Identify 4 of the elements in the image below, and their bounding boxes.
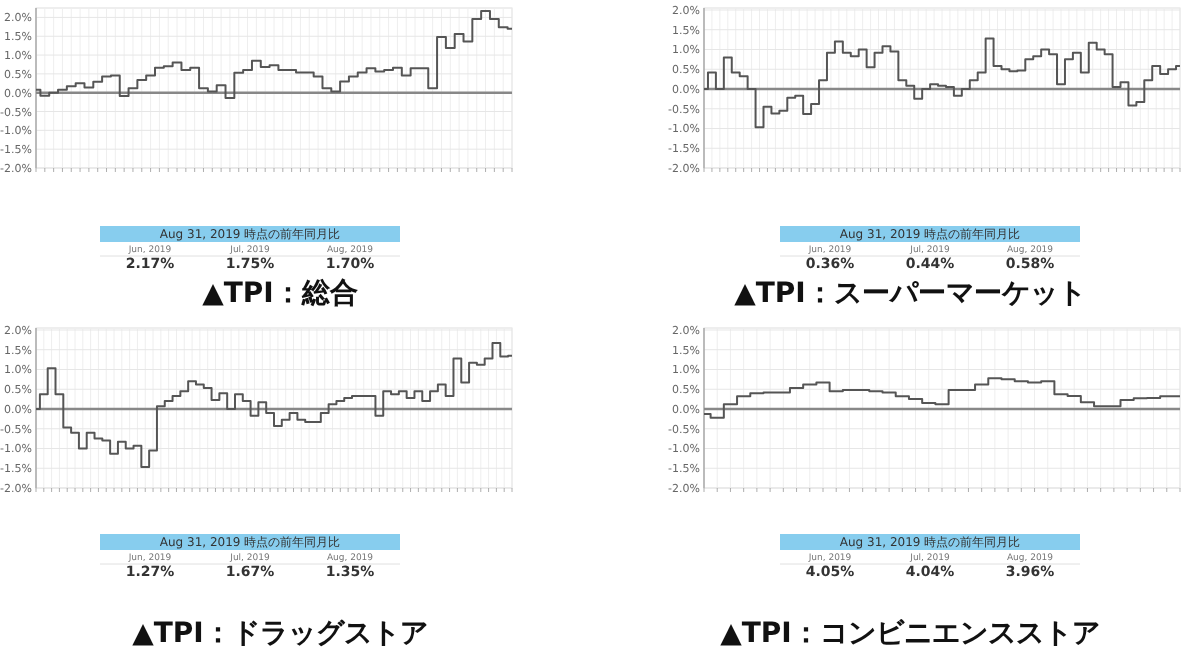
text: ▲TPI：スーパーマーケット [734,278,1086,310]
text: ▲TPI：ドラッグストア [132,618,428,650]
text: ▲TPI：総合 [202,278,358,310]
text: ▲TPI：コンビニエンスストア [720,618,1100,650]
